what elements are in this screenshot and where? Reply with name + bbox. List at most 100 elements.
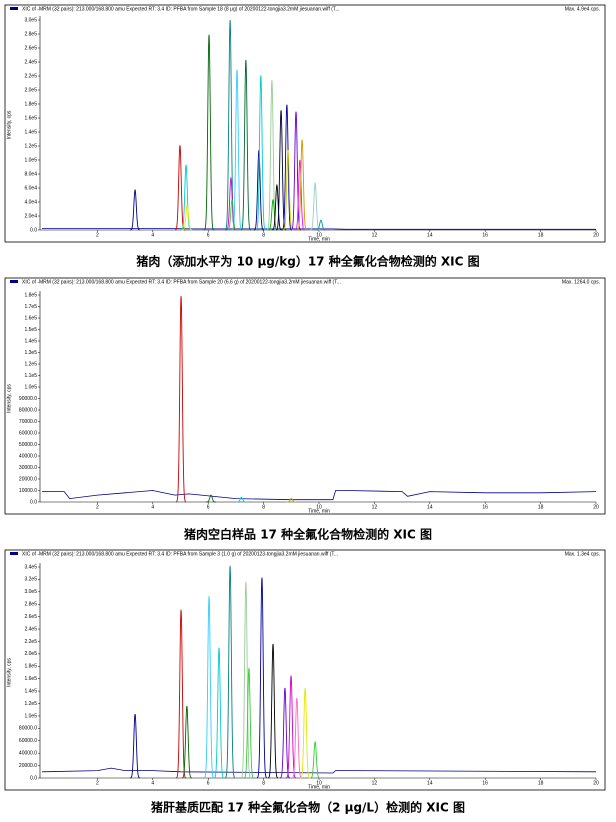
y-tick-label: 2.8e5	[24, 31, 37, 37]
peak	[310, 740, 321, 779]
baseline-trace	[41, 767, 597, 774]
y-tick-label: 80000.0	[19, 726, 37, 732]
x-tick-label: 12	[372, 780, 378, 786]
y-tick-label: 1.0e5	[24, 713, 37, 719]
x-tick-label: 20	[593, 780, 599, 786]
peak	[315, 219, 326, 231]
peak	[225, 176, 236, 231]
peak	[130, 713, 141, 779]
peak	[285, 675, 297, 779]
baseline-trace	[42, 228, 596, 230]
peak	[253, 150, 264, 231]
y-tick-label: 1.3e5	[24, 350, 37, 356]
x-tick-label: 12	[372, 232, 378, 238]
y-tick-label: 2.0e5	[24, 651, 37, 657]
x-tick-label: 4	[151, 232, 154, 238]
y-tick-label: 0.0	[30, 227, 37, 233]
x-axis-label: Time, min	[308, 236, 330, 242]
figure-caption: 猪肉空白样品 17 种全氟化合物检测的 XIC 图	[183, 527, 432, 542]
y-axis-label: Intensity, cps	[6, 384, 12, 413]
peak	[256, 577, 268, 779]
y-tick-label: 80000.0	[19, 407, 37, 413]
y-axis-label: Intensity, cps	[6, 658, 12, 687]
peak	[240, 59, 251, 231]
peak	[181, 164, 192, 231]
peak	[175, 296, 187, 503]
peak	[130, 188, 141, 231]
peak	[175, 609, 187, 779]
y-tick-label: 2.8e5	[24, 602, 37, 608]
max-label: Max. 4.9e4 cps.	[565, 6, 600, 12]
y-tick-label: 1.0e5	[24, 157, 37, 163]
x-tick-label: 8	[262, 504, 265, 510]
y-tick-label: 60000.0	[19, 430, 37, 436]
x-tick-label: 8	[262, 780, 265, 786]
y-tick-label: 4.0e4	[24, 199, 37, 205]
x-tick-label: 2	[96, 232, 99, 238]
y-tick-label: 1.4e5	[24, 338, 37, 344]
chromatogram-panel: XIC of -MRM (32 pairs): 213.000/168.800 …	[4, 4, 606, 269]
y-tick-label: 1.0e5	[24, 384, 37, 390]
legend-swatch	[10, 7, 18, 10]
figure-caption: 猪肝基质匹配 17 种全氟化合物（2 μg/L）检测的 XIC 图	[150, 800, 465, 815]
y-tick-label: 2.0e4	[24, 213, 37, 219]
y-tick-label: 1.1e5	[24, 373, 37, 379]
y-tick-label: 6.0e4	[24, 185, 37, 191]
y-axis-label: Intensity, cps	[6, 110, 12, 139]
x-tick-label: 6	[207, 232, 210, 238]
x-tick-label: 12	[372, 504, 378, 510]
panel-header: XIC of -MRM (32 pairs): 213.000/168.800 …	[22, 551, 338, 557]
x-tick-label: 2	[96, 504, 99, 510]
peak	[282, 150, 294, 231]
y-tick-label: 3.4e5	[24, 564, 37, 570]
y-tick-label: 2.0e5	[24, 87, 37, 93]
y-tick-label: 70000.0	[19, 419, 37, 425]
x-tick-label: 18	[538, 780, 544, 786]
x-tick-label: 10	[316, 232, 322, 238]
y-tick-label: 2.6e5	[24, 614, 37, 620]
y-tick-label: 1.5e5	[24, 327, 37, 333]
legend-swatch	[10, 280, 18, 283]
y-tick-label: 1.6e5	[24, 676, 37, 682]
peak	[224, 565, 236, 779]
max-label: Max. 1264.0 cps.	[562, 279, 600, 285]
peak	[297, 139, 308, 231]
x-tick-label: 10	[316, 504, 322, 510]
y-tick-label: 2.2e5	[24, 73, 37, 79]
x-tick-label: 4	[151, 780, 154, 786]
x-tick-label: 18	[538, 232, 544, 238]
peak	[231, 69, 243, 231]
y-tick-label: 90000.0	[19, 396, 37, 402]
y-tick-label: 2.6e5	[24, 45, 37, 51]
peak	[203, 34, 215, 231]
y-tick-label: 8.0e4	[24, 171, 37, 177]
y-tick-label: 1.4e5	[24, 129, 37, 135]
y-tick-label: 60000.0	[19, 738, 37, 744]
x-axis-label: Time, min	[308, 784, 330, 790]
x-tick-label: 20	[593, 504, 599, 510]
y-tick-label: 20000.0	[19, 763, 37, 769]
y-tick-label: 1.4e5	[24, 688, 37, 694]
peak	[281, 104, 292, 231]
x-tick-label: 10	[316, 780, 322, 786]
legend-swatch	[10, 552, 18, 555]
y-tick-label: 1.2e5	[24, 143, 37, 149]
x-tick-label: 6	[207, 780, 210, 786]
y-tick-label: 1.6e5	[24, 115, 37, 121]
y-tick-label: 40000.0	[19, 453, 37, 459]
peak	[294, 159, 305, 231]
x-tick-label: 18	[538, 504, 544, 510]
peak	[279, 687, 290, 779]
x-tick-label: 14	[427, 504, 433, 510]
y-tick-label: 1.8e5	[24, 101, 37, 107]
y-tick-label: 10000.0	[19, 488, 37, 494]
y-tick-label: 50000.0	[19, 442, 37, 448]
peak	[203, 596, 215, 779]
panel-header: XIC of -MRM (32 pairs): 213.000/168.800 …	[22, 279, 341, 285]
y-tick-label: 30000.0	[19, 465, 37, 471]
panel-frame	[4, 549, 606, 791]
peak	[236, 496, 247, 503]
peak	[267, 643, 279, 779]
x-tick-label: 16	[482, 232, 488, 238]
